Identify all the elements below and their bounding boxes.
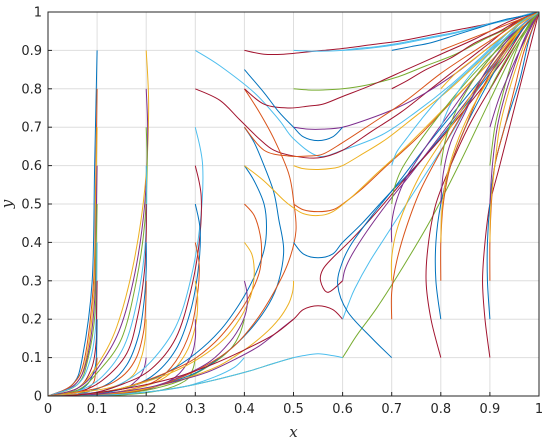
y-tick-label: 0.6: [21, 159, 42, 174]
trajectory-line: [440, 12, 539, 128]
y-tick-label: 0.7: [21, 121, 42, 136]
x-tick-label: 0.3: [185, 402, 206, 417]
trajectory-line: [244, 69, 343, 142]
trajectory-line: [489, 12, 539, 205]
trajectory-line: [440, 12, 539, 90]
trajectory-line: [244, 12, 539, 109]
trajectory-line: [244, 12, 539, 158]
trajectory-line: [48, 165, 202, 396]
trajectory-line: [440, 12, 539, 243]
trajectory-line: [489, 12, 539, 90]
trajectory-line: [48, 165, 98, 396]
trajectory-line: [391, 12, 539, 51]
y-axis-label: y: [0, 199, 16, 209]
trajectory-line: [48, 165, 268, 396]
y-tick-label: 0.4: [21, 236, 42, 251]
y-tick-label: 0.5: [21, 198, 42, 213]
trajectory-line: [48, 242, 98, 396]
x-tick-label: 0.7: [381, 402, 402, 417]
trajectory-line: [489, 12, 539, 128]
trajectory-line: [48, 305, 343, 396]
trajectory-line: [390, 12, 539, 243]
trajectory-line: [390, 12, 539, 281]
trajectory-line: [293, 12, 539, 52]
trajectory-line: [48, 127, 148, 396]
y-tick-label: 0.8: [21, 82, 42, 97]
y-tick-label: 0.2: [21, 313, 42, 328]
y-tick-label: 1: [34, 6, 42, 21]
trajectory-line: [48, 280, 147, 396]
trajectory-line: [319, 12, 539, 293]
trajectory-line: [48, 280, 295, 396]
trajectories: [48, 12, 539, 396]
y-tick-label: 0: [34, 390, 42, 405]
x-tick-label: 0.9: [480, 402, 501, 417]
x-tick-label: 0.1: [87, 402, 108, 417]
trajectory-line: [425, 12, 539, 358]
x-tick-label: 0.6: [332, 402, 353, 417]
trajectory-line: [48, 353, 343, 396]
trajectory-line: [391, 12, 539, 166]
x-tick-label: 0.2: [136, 402, 157, 417]
trajectory-line: [48, 319, 147, 396]
trajectory-line: [48, 88, 149, 396]
x-tick-label: 0: [44, 402, 52, 417]
x-tick-label: 0.8: [430, 402, 451, 417]
y-tick-label: 0.9: [21, 44, 42, 59]
trajectory-line: [342, 12, 539, 358]
trajectory-line: [195, 12, 539, 159]
trajectory-line: [489, 12, 539, 166]
trajectory-line: [48, 242, 255, 396]
y-tick-label: 0.1: [21, 351, 42, 366]
x-tick-label: 0.4: [234, 402, 255, 417]
x-tick-label: 0.5: [283, 402, 304, 417]
axis-ticks: 0 0.1 0.2 0.3 0.4 0.5 0.6 0.7 0.8 0.9 1 0 0.1 0.2 0.3 0…: [21, 6, 543, 418]
trajectory-line: [489, 12, 539, 51]
trajectory-line: [390, 12, 539, 320]
trajectory-line: [391, 12, 539, 205]
x-axis-label: x: [289, 423, 298, 441]
trajectory-line: [440, 12, 539, 51]
x-tick-label: 1: [535, 402, 543, 417]
y-tick-label: 0.3: [21, 274, 42, 289]
trajectory-line: [342, 12, 539, 51]
